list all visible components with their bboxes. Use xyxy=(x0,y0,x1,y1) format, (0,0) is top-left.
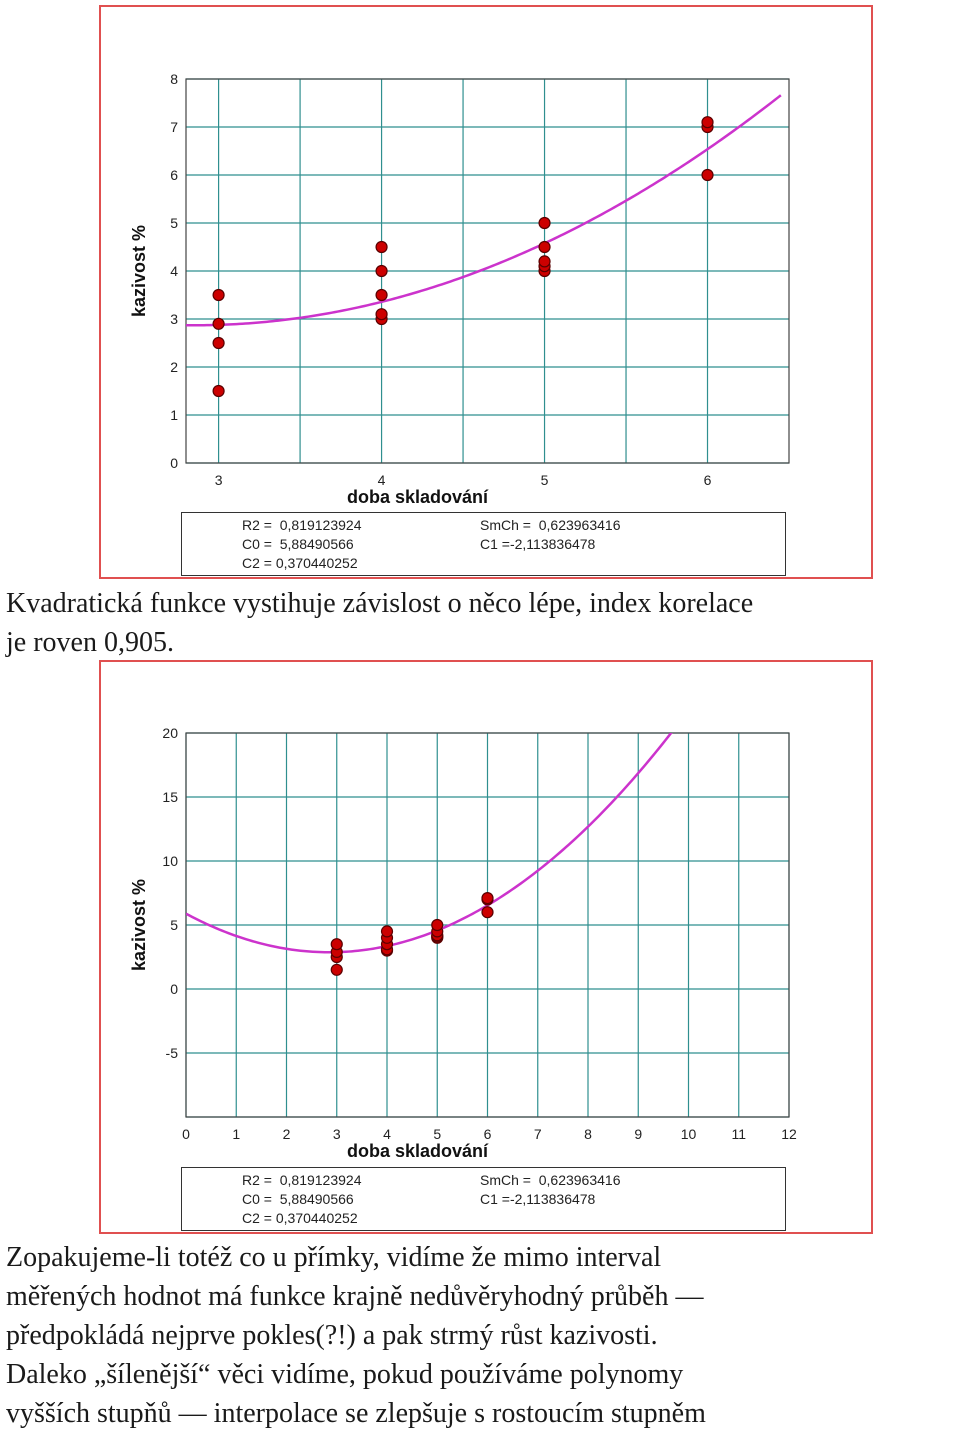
y-tick-label: 5 xyxy=(170,215,178,231)
fit-curve xyxy=(186,94,782,327)
y-axis-label: kazivost % xyxy=(129,879,149,971)
paragraph-2-line: Daleko „šílenější“ věci vidíme, pokud po… xyxy=(6,1359,684,1390)
x-tick-label: 12 xyxy=(781,1126,797,1142)
data-point xyxy=(538,255,551,268)
x-tick-label: 0 xyxy=(182,1126,190,1142)
stat-smch: SmCh = 0,623963416 xyxy=(480,1172,621,1188)
x-tick-label: 1 xyxy=(232,1126,240,1142)
chart-2-stats-box: R2 = 0,819123924 C0 = 5,88490566 C2 = 0,… xyxy=(181,1167,786,1231)
stat-smch: SmCh = 0,623963416 xyxy=(480,517,621,533)
chart-1-plot: 3 4 5 6 0 1 2 3 4 5 6 7 8 doba skladování kazivost % xyxy=(129,71,790,507)
paragraph-2-line: vyšších stupňů — interpolace se zlepšuje… xyxy=(6,1398,706,1429)
y-tick-label: 1 xyxy=(170,407,178,423)
y-tick-label: 7 xyxy=(170,119,178,135)
x-tick-label: 5 xyxy=(433,1126,441,1142)
chart-figure-2: 0 1 2 3 4 5 6 7 8 9 10 11 12 -5 0 5 10 15 20 doba skladován… xyxy=(99,660,873,1234)
y-tick-label: 0 xyxy=(170,981,178,997)
data-point xyxy=(330,938,343,951)
x-tick-label: 10 xyxy=(681,1126,697,1142)
x-axis-label: doba skladování xyxy=(347,1141,489,1161)
chart-1-stats-box: R2 = 0,819123924 C0 = 5,88490566 C2 = 0,… xyxy=(181,512,786,576)
data-point xyxy=(538,240,551,254)
y-tick-label: 20 xyxy=(162,725,178,741)
x-tick-label: 4 xyxy=(383,1126,391,1142)
y-tick-label: 10 xyxy=(162,853,178,869)
stat-c0: C0 = 5,88490566 xyxy=(242,1191,354,1207)
data-point xyxy=(431,918,444,932)
stat-c1: C1 =-2,113836478 xyxy=(480,536,596,552)
x-tick-label: 5 xyxy=(541,472,549,488)
y-tick-label: 8 xyxy=(170,71,178,87)
paragraph-1: Kvadratická funkce vystihuje závislost o… xyxy=(6,584,954,662)
y-axis-label: kazivost % xyxy=(129,225,149,317)
x-tick-label: 8 xyxy=(584,1126,592,1142)
paragraph-2-line: Zopakujeme-li totéž co u přímky, vidíme … xyxy=(6,1242,662,1273)
x-tick-label: 9 xyxy=(634,1126,642,1142)
stat-c2: C2 = 0,370440252 xyxy=(242,1210,358,1226)
y-tick-label: 15 xyxy=(162,789,178,805)
y-tick-label: 3 xyxy=(170,311,178,327)
data-point xyxy=(701,168,714,182)
data-point xyxy=(375,240,388,254)
x-tick-label: 4 xyxy=(378,472,386,488)
x-tick-label: 7 xyxy=(534,1126,542,1142)
data-point xyxy=(212,288,225,302)
data-point xyxy=(380,925,394,938)
y-tick-label: 5 xyxy=(170,917,178,933)
data-point xyxy=(701,116,714,129)
stat-c0: C0 = 5,88490566 xyxy=(242,536,354,552)
data-point xyxy=(375,264,388,278)
data-point xyxy=(375,308,388,321)
y-tick-label: 4 xyxy=(170,263,178,279)
data-point xyxy=(212,384,225,398)
chart-figure-1: 3 4 5 6 0 1 2 3 4 5 6 7 8 doba skladování kazivost % R… xyxy=(99,5,873,579)
y-tick-label: 0 xyxy=(170,455,178,471)
plot-frame xyxy=(185,732,790,1118)
data-point xyxy=(481,906,494,919)
x-tick-label: 6 xyxy=(484,1126,492,1142)
data-point xyxy=(212,317,225,330)
y-tick-label: 2 xyxy=(170,359,178,375)
data-point xyxy=(375,288,388,302)
y-tick-label: -5 xyxy=(166,1045,179,1061)
x-tick-label: 3 xyxy=(333,1126,341,1142)
plot-frame xyxy=(185,78,790,464)
x-tick-label: 3 xyxy=(215,472,223,488)
stat-c1: C1 =-2,113836478 xyxy=(480,1191,596,1207)
paragraph-1-line: je roven 0,905. xyxy=(6,627,174,658)
data-point xyxy=(330,963,343,976)
y-tick-label: 6 xyxy=(170,167,178,183)
stat-c2: C2 = 0,370440252 xyxy=(242,555,358,571)
data-point xyxy=(538,216,551,230)
data-point xyxy=(212,336,225,350)
paragraph-1-line: Kvadratická funkce vystihuje závislost o… xyxy=(6,588,754,619)
x-tick-label: 6 xyxy=(704,472,712,488)
stat-r2: R2 = 0,819123924 xyxy=(242,1172,362,1188)
x-tick-label: 2 xyxy=(283,1126,291,1142)
x-tick-label: 11 xyxy=(731,1126,746,1142)
paragraph-2-line: měřených hodnot má funkce krajně nedůvěr… xyxy=(6,1281,704,1312)
paragraph-2-line: předpokládá nejprve pokles(?!) a pak str… xyxy=(6,1320,658,1351)
x-axis-label: doba skladování xyxy=(347,487,489,507)
paragraph-2: Zopakujeme-li totéž co u přímky, vidíme … xyxy=(6,1238,954,1433)
stat-r2: R2 = 0,819123924 xyxy=(242,517,362,533)
data-point xyxy=(481,892,494,905)
